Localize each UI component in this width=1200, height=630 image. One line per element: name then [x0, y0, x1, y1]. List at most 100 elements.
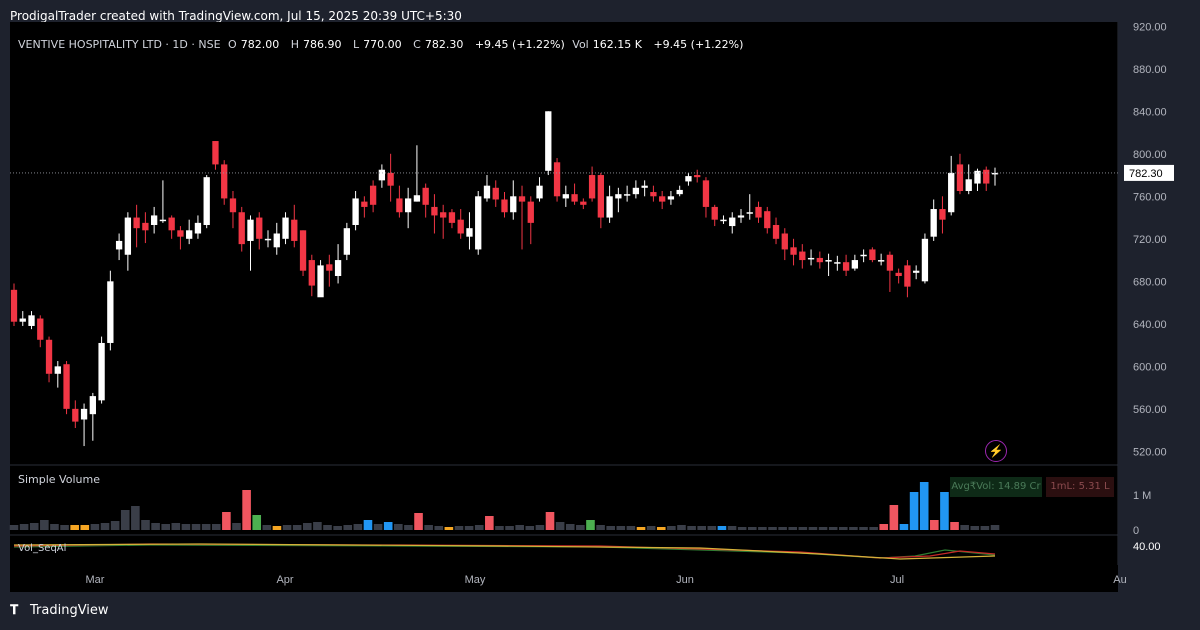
indicator-lines: [13, 543, 996, 560]
candle-down: [790, 247, 797, 255]
candle-down: [256, 217, 263, 239]
volume-bar: [697, 526, 707, 530]
volume-bar: [19, 524, 29, 530]
low-label: L: [353, 38, 360, 51]
candle-up: [28, 315, 35, 326]
price-grid: [10, 22, 1200, 592]
candle-up: [632, 187, 640, 195]
lightning-icon[interactable]: ⚡: [985, 440, 1007, 462]
candle-down: [422, 187, 429, 205]
candle-down: [440, 212, 447, 218]
candle-up: [54, 366, 61, 374]
volume-axis-label: 1 M: [1133, 490, 1151, 502]
candle-down: [956, 164, 964, 191]
candle-up: [483, 185, 491, 199]
candle-down: [904, 265, 911, 287]
volume-bar: [535, 525, 545, 530]
volume-bar: [383, 522, 393, 530]
price-tick-label: 720.00: [1133, 234, 1167, 246]
high-label: H: [290, 38, 299, 51]
volume-bar: [849, 527, 858, 530]
volume-bar: [201, 524, 211, 530]
candle-up: [475, 196, 482, 250]
volume-bar: [656, 527, 666, 530]
candle-down: [142, 222, 149, 231]
candle-up: [186, 230, 193, 239]
volume-bar: [444, 527, 454, 530]
candle-down: [45, 339, 53, 374]
volume-bar: [930, 520, 939, 530]
footer-brand: 𝐓 TradingView: [10, 603, 109, 618]
candle-down: [492, 187, 499, 200]
volume-bar: [262, 525, 272, 530]
chart-area[interactable]: [10, 22, 1118, 592]
axes: 520.00 560.00 600.00 640.00 680.00 720.00 760.…: [10, 21, 1174, 586]
candle-down: [842, 262, 850, 271]
candle-down: [326, 264, 333, 271]
volume-bar: [171, 523, 181, 530]
high-value: 786.90: [303, 38, 342, 51]
volume-bar: [222, 512, 231, 530]
volume-bar: [646, 526, 656, 530]
volume-bar: [818, 527, 828, 530]
candle-up: [807, 257, 815, 260]
volume-bar: [495, 526, 504, 530]
candle-down: [571, 194, 578, 202]
candle-down: [37, 318, 44, 340]
candle-up: [921, 238, 929, 282]
volume-bar: [970, 526, 980, 530]
current-price-box: [1124, 164, 1174, 181]
candle-down: [369, 185, 377, 205]
volume-bar: [545, 512, 555, 530]
candle-down: [431, 206, 438, 216]
volume-bar: [687, 526, 696, 530]
candle-down: [588, 175, 596, 199]
volume-bar: [90, 524, 100, 530]
symbol-name: VENTIVE HOSPITALITY LTD · 1D · NSE: [18, 38, 221, 51]
volume-bar: [616, 526, 626, 530]
price-tick-label: 800.00: [1133, 149, 1167, 161]
candle-down: [781, 233, 788, 250]
volume-bar: [343, 525, 353, 530]
candle-down: [553, 162, 561, 197]
volume-bar: [980, 526, 990, 530]
candle-up: [343, 228, 350, 255]
volume-bar: [100, 523, 110, 530]
candle-up: [913, 270, 920, 273]
vol-label: Vol: [572, 38, 589, 51]
volume-bar: [333, 526, 342, 530]
volume-bar: [60, 525, 69, 530]
candle-down: [387, 172, 394, 186]
volume-bar: [323, 525, 332, 530]
candle-up: [562, 194, 569, 199]
volume-bar: [151, 523, 160, 530]
volume-bar: [191, 524, 201, 530]
indicator-line-yellow: [13, 543, 996, 560]
candle-up: [194, 222, 202, 234]
candle-down: [886, 254, 894, 271]
volume-bar: [727, 526, 737, 530]
candle-up: [510, 196, 517, 213]
candle-up: [746, 212, 753, 214]
candle-up: [667, 196, 675, 200]
volume-bar: [586, 520, 595, 530]
volume-bar: [424, 525, 433, 530]
candle-up: [404, 198, 412, 213]
candle-up: [545, 111, 552, 171]
volume-bar: [879, 524, 889, 530]
volume-bars: [9, 482, 1000, 530]
volume-bar: [40, 520, 49, 530]
candle-down: [527, 201, 534, 223]
candle-up: [930, 209, 937, 237]
volume-bar: [394, 524, 403, 530]
volume-bar: [120, 510, 130, 530]
volume-bar: [474, 525, 484, 530]
attribution-text: ProdigalTrader created with TradingView.…: [10, 9, 462, 23]
volume-bar: [353, 524, 363, 530]
candle-up: [860, 254, 867, 257]
candle-up: [159, 219, 167, 222]
candle-down: [895, 272, 902, 277]
volume-bar: [110, 521, 120, 530]
candle-up: [948, 172, 955, 213]
